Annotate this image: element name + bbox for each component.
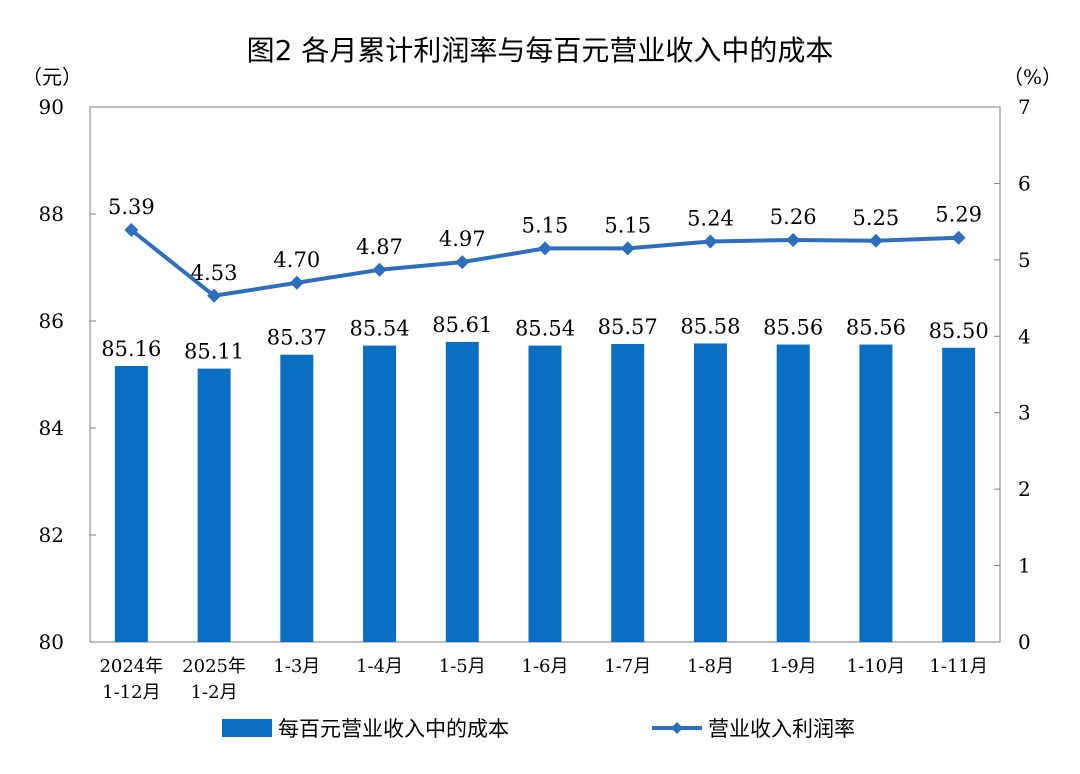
cost-bar-value: 85.50 (929, 319, 989, 343)
cost-bar (942, 347, 976, 642)
legend: 每百元营业收入中的成本 营业收入利润率 (222, 717, 855, 741)
category-label: 1-3月 (273, 656, 320, 677)
right-tick-label: 3 (1018, 401, 1031, 425)
right-axis: 0 1 2 3 4 5 6 7 (994, 95, 1031, 654)
profit-rate-value: 5.29 (935, 203, 982, 227)
profit-rate-value: 4.53 (191, 261, 238, 285)
profit-rate-value: 4.87 (356, 235, 403, 259)
cost-bar-value: 85.37 (267, 326, 327, 350)
profit-rate-point (372, 262, 387, 277)
cost-bar-value: 85.56 (763, 316, 823, 340)
profit-rate-point (124, 223, 139, 238)
profit-rate-point (289, 275, 304, 290)
profit-rate-point (455, 255, 470, 270)
category-label: 2024年 (99, 656, 163, 677)
chart-title: 图2 各月累计利润率与每百元营业收入中的成本 (247, 34, 834, 67)
cost-bar (859, 344, 893, 642)
category-label: 1-9月 (770, 656, 817, 677)
legend-line-marker (671, 722, 683, 734)
left-tick-label: 80 (39, 630, 64, 654)
right-axis-unit: （%） (1003, 65, 1062, 89)
category-label: 1-11月 (929, 656, 987, 677)
cost-bar-value: 85.61 (432, 313, 492, 337)
cost-bar-value: 85.54 (349, 317, 409, 341)
profit-rate-series-line (130, 228, 959, 298)
profit-rate-point (620, 241, 635, 256)
profit-rate-value: 5.26 (770, 205, 817, 229)
cost-bar (280, 354, 314, 642)
profit-rate-value: 5.15 (522, 213, 569, 237)
legend-bar-swatch (222, 719, 272, 737)
profit-rate-value: 4.97 (439, 227, 486, 251)
right-tick-label: 4 (1018, 324, 1031, 348)
cost-bar (445, 341, 479, 642)
category-label: 1-10月 (847, 656, 905, 677)
category-label: 1-6月 (522, 656, 569, 677)
category-label: 1-4月 (356, 656, 403, 677)
profit-rate-point (951, 230, 966, 245)
right-tick-label: 0 (1018, 630, 1031, 654)
right-tick-label: 5 (1018, 248, 1031, 272)
cost-bar (197, 368, 231, 642)
profit-rate-value: 5.15 (604, 213, 651, 237)
right-tick-label: 1 (1018, 554, 1031, 578)
profit-rate-point (538, 241, 552, 256)
category-label: 1-8月 (687, 656, 734, 677)
cost-bar (611, 344, 645, 642)
left-tick-label: 90 (39, 95, 64, 119)
left-tick-label: 84 (39, 416, 64, 440)
profit-rate-point (786, 232, 801, 247)
cost-bars: 85.16 85.11 85.37 85.54 85.61 85.54 85.57 85.58… (101, 313, 989, 642)
cost-bar-value: 85.57 (598, 315, 658, 339)
right-tick-label: 2 (1018, 477, 1031, 501)
right-tick-label: 6 (1018, 171, 1031, 195)
cost-bar-value: 85.16 (101, 337, 161, 361)
legend-bar-label: 每百元营业收入中的成本 (278, 717, 509, 741)
category-label: 1-7月 (604, 656, 651, 677)
category-label: 2025年 (182, 656, 246, 677)
category-label: 1-12月 (102, 682, 160, 703)
cost-bar (776, 344, 810, 642)
category-label: 1-5月 (439, 656, 486, 677)
cost-bar-value: 85.11 (184, 340, 244, 364)
profit-rate-value: 4.70 (273, 248, 320, 272)
cost-bar (114, 365, 148, 642)
profit-rate-point (868, 233, 883, 248)
cost-bar-value: 85.56 (846, 316, 906, 340)
left-axis: 80 82 84 86 88 90 (39, 95, 96, 654)
legend-line-label: 营业收入利润率 (708, 717, 855, 741)
cost-bar (528, 345, 562, 642)
cost-bar-value: 85.54 (515, 317, 575, 341)
cost-bar (363, 345, 397, 642)
profit-rate-point (703, 234, 718, 249)
category-labels: 2024年 1-12月 2025年 1-2月 1-3月 1-4月 1-5月 1-6月 1-7月 1… (99, 656, 987, 703)
profit-rate-value: 5.25 (853, 206, 900, 230)
cost-bar (693, 343, 727, 642)
left-tick-label: 88 (39, 202, 64, 226)
right-tick-label: 7 (1018, 95, 1031, 119)
category-label: 1-2月 (191, 682, 238, 703)
profit-rate-line: 5.39 4.53 4.70 4.87 4.97 5.15 5.15 5.24 5.26 5.25… (108, 195, 982, 303)
left-tick-label: 86 (39, 309, 64, 333)
left-axis-unit: （元） (22, 65, 82, 89)
profit-rate-value: 5.39 (108, 195, 155, 219)
cost-bar-value: 85.58 (680, 314, 740, 338)
left-tick-label: 82 (39, 523, 64, 547)
profit-rate-point (207, 288, 222, 303)
profit-rate-value: 5.24 (687, 207, 734, 231)
